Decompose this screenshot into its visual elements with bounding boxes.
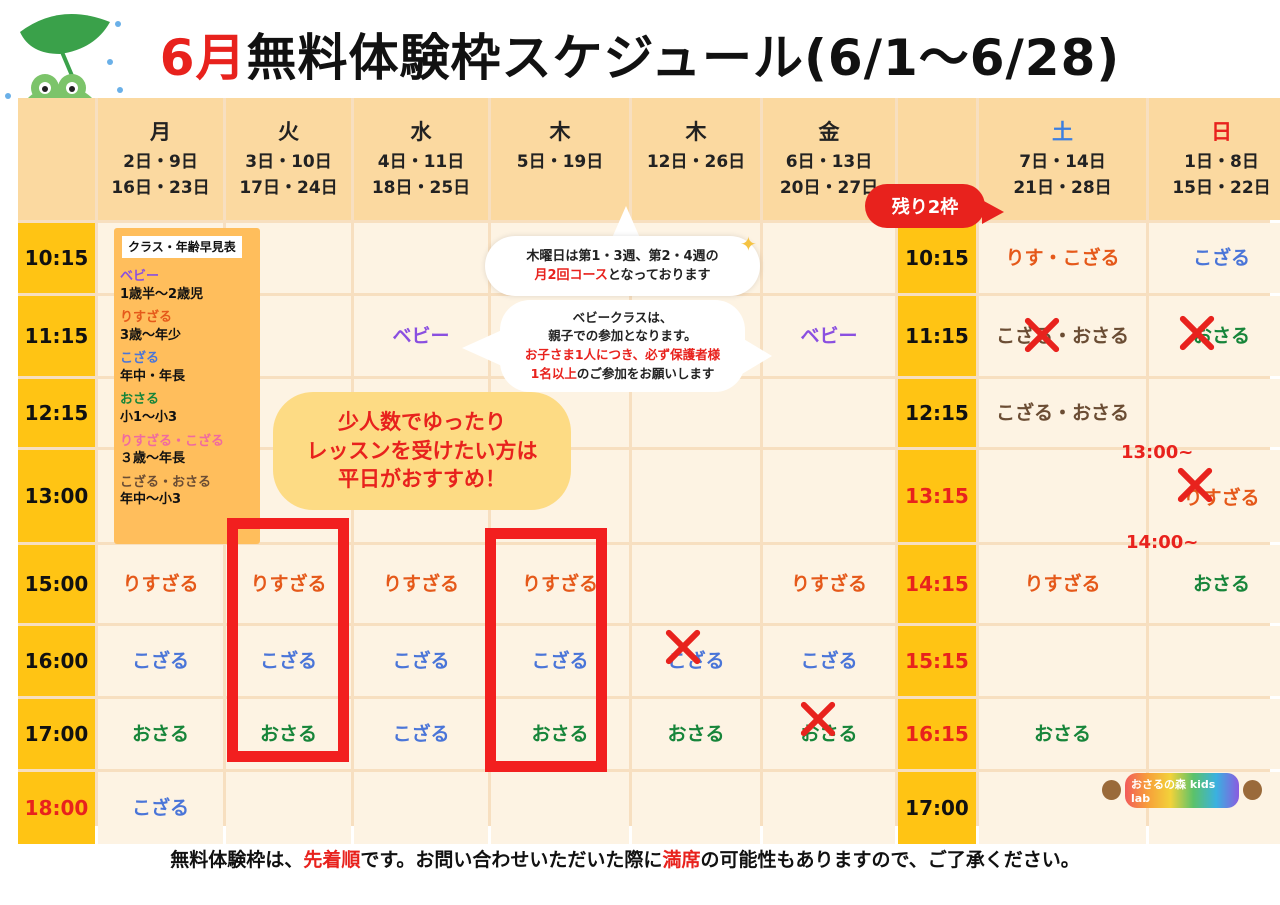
slot-sat-1615: おさる — [979, 699, 1146, 769]
slot-tue-1500: りすざる — [226, 545, 351, 623]
title-text: 無料体験枠スケジュール(6/1〜6/28) — [246, 29, 1121, 87]
legend-item: ベビー 1歳半〜2歳児 — [120, 269, 204, 302]
time-weekday: 12:15 — [18, 379, 95, 447]
time-weekday: 10:15 — [18, 223, 95, 293]
slot-wed-1015 — [354, 223, 488, 293]
baby-class-note: ベビークラスは、 親子での参加となります。 お子さま1人につき、必ず保護者様 1… — [500, 300, 745, 392]
slot-wed-1500: りすざる — [354, 545, 488, 623]
monkey-icon — [1242, 780, 1262, 800]
slot-thu2-1700: おさる — [632, 699, 760, 769]
sunday-time-1300: 13:00~ — [1121, 442, 1194, 463]
time-weekend: 14:15 — [898, 545, 976, 623]
full-cross-icon — [797, 698, 839, 740]
time-weekend: 13:15 — [898, 450, 976, 542]
slot-thu1-1800 — [491, 772, 629, 844]
legend-title: クラス・年齢早見表 — [122, 236, 242, 259]
slot-sat-1415: りすざる — [979, 545, 1146, 623]
slot-sun-1615 — [1149, 699, 1280, 769]
slot-wed-1600: こざる — [354, 626, 488, 696]
legend-item: りすざる 3歳〜年少 — [120, 310, 182, 343]
slot-tue-1600: こざる — [226, 626, 351, 696]
legend-item: りすざる・こざる ３歳〜年長 — [120, 433, 225, 467]
slot-sat-1015: りす・こざる — [979, 223, 1146, 293]
full-cross-icon — [662, 626, 704, 668]
slot-thu2-1800 — [632, 772, 760, 844]
slot-mon-1800: こざる — [98, 772, 223, 844]
badge-arrow-icon — [982, 200, 1004, 224]
slot-mon-1600: こざる — [98, 626, 223, 696]
time-weekend: 10:15 — [898, 223, 976, 293]
slot-tue-1800 — [226, 772, 351, 844]
full-cross-icon — [1021, 314, 1063, 356]
header-wed: 水 4日・11日 18日・25日 — [354, 98, 488, 220]
legend-item: こざる 年中・年長 — [120, 351, 186, 384]
header-mon: 月 2日・9日 16日・23日 — [98, 98, 223, 220]
legend-item: おさる 小1〜小3 — [120, 392, 178, 426]
full-cross-icon — [1176, 312, 1218, 354]
footer-notice: 無料体験枠は、先着順です。お問い合わせいただいた際に満席の可能性もありますので、… — [170, 849, 1080, 871]
header-tue: 火 3日・10日 17日・24日 — [226, 98, 351, 220]
slot-fri-1015 — [763, 223, 895, 293]
highlight-box-tuesday — [227, 518, 349, 762]
time-weekday: 11:15 — [18, 296, 95, 376]
slot-sun-1400: おさる — [1149, 545, 1280, 623]
full-cross-icon — [1174, 464, 1216, 506]
slot-sun-1015: こざる — [1149, 223, 1280, 293]
time-weekend: 12:15 — [898, 379, 976, 447]
slot-sat-1315 — [979, 450, 1146, 542]
header-sun: 日 1日・8日 15日・22日 — [1149, 98, 1280, 220]
time-weekend: 16:15 — [898, 699, 976, 769]
weekday-recommend-callout: 少人数でゆったり レッスンを受けたい方は 平日がおすすめ！ — [273, 392, 571, 510]
legend-item: こざる・おさる 年中〜小3 — [120, 474, 212, 508]
time-weekend: 11:15 — [898, 296, 976, 376]
header-thu-1: 木 5日・19日 — [491, 98, 629, 220]
time-weekday: 13:00 — [18, 450, 95, 542]
time-weekday: 17:00 — [18, 699, 95, 769]
slot-fri-1800 — [763, 772, 895, 844]
slot-wed-1700: こざる — [354, 699, 488, 769]
slot-thu2-1300 — [632, 450, 760, 542]
time-weekend: 15:15 — [898, 626, 976, 696]
brand-logo: おさるの森 kids lab — [1102, 772, 1262, 808]
sunday-time-1400: 14:00~ — [1126, 532, 1199, 553]
header-thu-2: 木 12日・26日 — [632, 98, 760, 220]
slot-fri-1300 — [763, 450, 895, 542]
time-weekday: 18:00 — [18, 772, 95, 844]
slot-sat-1215: こざる・おさる — [979, 379, 1146, 447]
age-legend: クラス・年齢早見表 ベビー 1歳半〜2歳児 りすざる 3歳〜年少 こざる 年中・年長 … — [114, 228, 260, 544]
time-weekday: 16:00 — [18, 626, 95, 696]
slot-sat-1515 — [979, 626, 1146, 696]
header-sat: 土 7日・14日 21日・28日 — [979, 98, 1146, 220]
remaining-slots-badge: 残り2枠 — [865, 184, 985, 228]
time-weekday: 15:00 — [18, 545, 95, 623]
sparkle-icon: ✦ — [740, 232, 757, 256]
page-title: 6月無料体験枠スケジュール(6/1〜6/28) — [0, 18, 1280, 90]
slot-thu2-1500 — [632, 545, 760, 623]
thursday-note: 木曜日は第1・3週、第2・4週の 月2回コースとなっております — [485, 236, 760, 296]
baby-note-arrow-left — [462, 330, 502, 366]
slot-sun-1215 — [1149, 379, 1280, 447]
monkey-icon — [1102, 780, 1122, 800]
slot-fri-1500: りすざる — [763, 545, 895, 623]
slot-mon-1500: りすざる — [98, 545, 223, 623]
time-weekend: 17:00 — [898, 772, 976, 844]
slot-fri-1115: ベビー — [763, 296, 895, 376]
title-month: 6月 — [159, 29, 247, 87]
slot-sun-1515 — [1149, 626, 1280, 696]
highlight-box-thursday — [485, 528, 607, 772]
header-corner — [18, 98, 95, 220]
slot-fri-1600: こざる — [763, 626, 895, 696]
logo-text: おさるの森 kids lab — [1125, 772, 1239, 808]
bubble-tail — [612, 206, 640, 238]
slot-fri-1215 — [763, 379, 895, 447]
baby-note-arrow-right — [742, 338, 772, 374]
slot-mon-1700: おさる — [98, 699, 223, 769]
slot-sat-1115: こざる・おさる — [979, 296, 1146, 376]
slot-wed-1800 — [354, 772, 488, 844]
